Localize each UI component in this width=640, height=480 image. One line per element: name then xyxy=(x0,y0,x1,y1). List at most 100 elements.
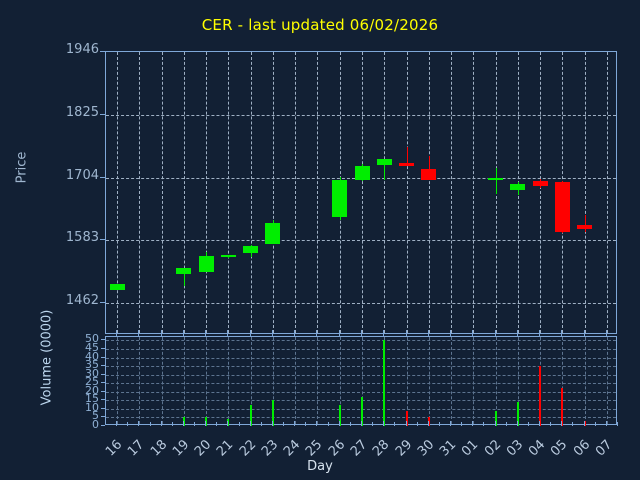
x-tick-mark xyxy=(539,421,541,426)
price-tick-label: 1946 xyxy=(65,42,99,57)
volume-gridline-vertical xyxy=(183,337,185,424)
x-tick-mark xyxy=(316,332,318,337)
volume-tick-label: 45 xyxy=(85,340,99,354)
candle-body xyxy=(399,162,415,167)
candle-body xyxy=(243,245,259,254)
volume-tick-mark xyxy=(101,425,105,426)
candle-body xyxy=(532,181,548,186)
price-gridline-vertical xyxy=(295,52,297,333)
price-gridline-vertical xyxy=(228,52,230,333)
x-tick-mark xyxy=(249,332,251,337)
x-minor-tick xyxy=(572,422,574,426)
x-minor-tick xyxy=(194,422,196,426)
volume-gridline-vertical xyxy=(317,337,319,424)
volume-gridline-vertical xyxy=(451,337,453,424)
volume-axis-title: Volume (0000) xyxy=(39,309,55,406)
x-tick-mark xyxy=(583,332,585,337)
volume-bar xyxy=(516,402,519,426)
candle-body xyxy=(265,223,281,245)
x-minor-tick xyxy=(483,422,485,426)
x-minor-tick xyxy=(238,422,240,426)
volume-gridline-vertical xyxy=(139,337,141,424)
x-minor-tick xyxy=(594,422,596,426)
volume-bar xyxy=(227,419,230,426)
volume-bar xyxy=(427,417,430,426)
x-tick-mark xyxy=(583,421,585,426)
candle-wick xyxy=(384,158,386,180)
x-minor-tick xyxy=(505,422,507,426)
x-tick-mark xyxy=(383,332,385,337)
x-tick-mark xyxy=(405,421,407,426)
x-tick-mark xyxy=(205,421,207,426)
x-tick-mark xyxy=(605,421,607,426)
candle-body xyxy=(554,182,570,232)
price-tick-label: 1704 xyxy=(65,167,99,183)
volume-gridline xyxy=(106,340,616,342)
x-tick-mark xyxy=(138,421,140,426)
x-tick-mark xyxy=(116,332,118,337)
price-gridline-vertical xyxy=(250,52,252,333)
candle-body xyxy=(488,177,504,180)
volume-bar xyxy=(249,405,252,426)
volume-tick-mark xyxy=(101,382,105,384)
volume-bar xyxy=(182,417,185,426)
price-tick-label: 1583 xyxy=(65,230,99,246)
x-tick-mark xyxy=(205,332,207,337)
x-tick-mark xyxy=(338,421,340,426)
chart-title: CER - last updated 06/02/2026 xyxy=(201,16,439,34)
x-tick-mark xyxy=(427,332,429,337)
price-gridline-vertical xyxy=(272,52,274,333)
candle-wick xyxy=(183,268,185,287)
price-plot-area xyxy=(105,51,617,334)
candle-body xyxy=(332,179,348,218)
volume-tick-label: 20 xyxy=(85,383,99,397)
x-tick-mark xyxy=(450,421,452,426)
x-tick-mark xyxy=(405,332,407,337)
volume-tick-label: 15 xyxy=(85,392,99,406)
x-minor-tick xyxy=(283,422,285,426)
x-minor-tick xyxy=(394,422,396,426)
price-tick-mark xyxy=(100,51,105,52)
volume-tick-label: 0 xyxy=(92,418,99,431)
x-tick-mark xyxy=(160,332,162,337)
x-minor-tick xyxy=(461,422,463,426)
x-axis-title: Day xyxy=(307,459,333,474)
volume-tick-label: 5 xyxy=(92,409,99,423)
candle-body xyxy=(176,268,192,275)
x-minor-tick xyxy=(438,422,440,426)
volume-bar xyxy=(561,388,564,426)
x-minor-tick xyxy=(127,422,129,426)
candle-body xyxy=(421,169,437,180)
candle-body xyxy=(376,158,392,165)
price-tick-label: 1825 xyxy=(65,104,99,120)
x-tick-mark xyxy=(294,421,296,426)
x-tick-mark xyxy=(138,332,140,337)
candle-wick xyxy=(495,168,497,195)
x-tick-mark xyxy=(472,332,474,337)
price-axis-title: Price xyxy=(14,151,30,184)
x-tick-mark xyxy=(450,332,452,337)
volume-tick-label: 40 xyxy=(85,349,99,363)
volume-gridline xyxy=(106,348,616,350)
price-gridline-vertical xyxy=(206,52,208,333)
price-tick-mark xyxy=(100,239,105,241)
candle-wick xyxy=(428,156,430,180)
volume-gridline-vertical xyxy=(206,337,208,424)
x-tick-mark xyxy=(494,421,496,426)
price-tick-mark xyxy=(100,113,105,115)
x-tick-mark xyxy=(516,421,518,426)
volume-tick-mark xyxy=(101,365,105,367)
x-tick-mark xyxy=(160,421,162,426)
price-gridline-vertical xyxy=(406,52,408,333)
price-gridline-vertical xyxy=(428,52,430,333)
volume-gridline-vertical xyxy=(228,337,230,424)
x-minor-tick xyxy=(550,422,552,426)
volume-tick-label: 25 xyxy=(85,375,99,389)
x-tick-mark xyxy=(271,332,273,337)
volume-gridline-vertical xyxy=(606,337,608,424)
x-tick-mark xyxy=(539,332,541,337)
price-gridline-vertical xyxy=(183,52,185,333)
x-minor-tick xyxy=(260,422,262,426)
x-tick-mark xyxy=(361,332,362,337)
volume-bar xyxy=(405,410,408,426)
